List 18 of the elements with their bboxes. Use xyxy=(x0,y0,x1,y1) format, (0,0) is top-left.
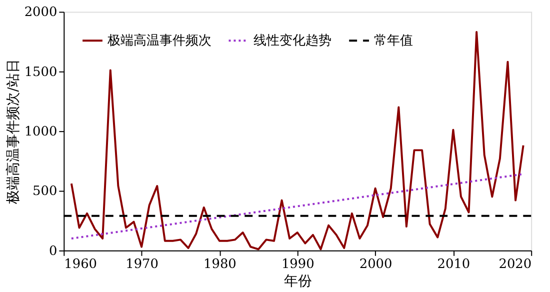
y-tick-label: 2000 xyxy=(24,5,58,20)
x-tick-label: 2000 xyxy=(359,256,392,272)
x-tick-label: 1960 xyxy=(64,256,98,272)
y-tick-label: 1500 xyxy=(24,64,58,80)
legend-label: 常年值 xyxy=(374,34,413,49)
y-axis-title: 极端高温事件频次/站日 xyxy=(5,59,22,205)
y-tick-label: 1000 xyxy=(24,124,58,140)
x-tick-label: 1980 xyxy=(204,256,236,272)
y-tick-label: 500 xyxy=(32,184,58,200)
x-tick-label: 2010 xyxy=(437,256,470,272)
x-tick-label: 1990 xyxy=(281,256,314,272)
x-axis-title: 年份 xyxy=(284,274,312,290)
legend-label: 极端高温事件频次 xyxy=(106,32,212,49)
legend-label: 线性变化趋势 xyxy=(254,34,332,49)
x-tick-label: 2020 xyxy=(498,256,532,272)
y-tick-label: 0 xyxy=(48,244,58,259)
x-tick-label: 1970 xyxy=(126,256,158,272)
line-series xyxy=(70,31,524,250)
